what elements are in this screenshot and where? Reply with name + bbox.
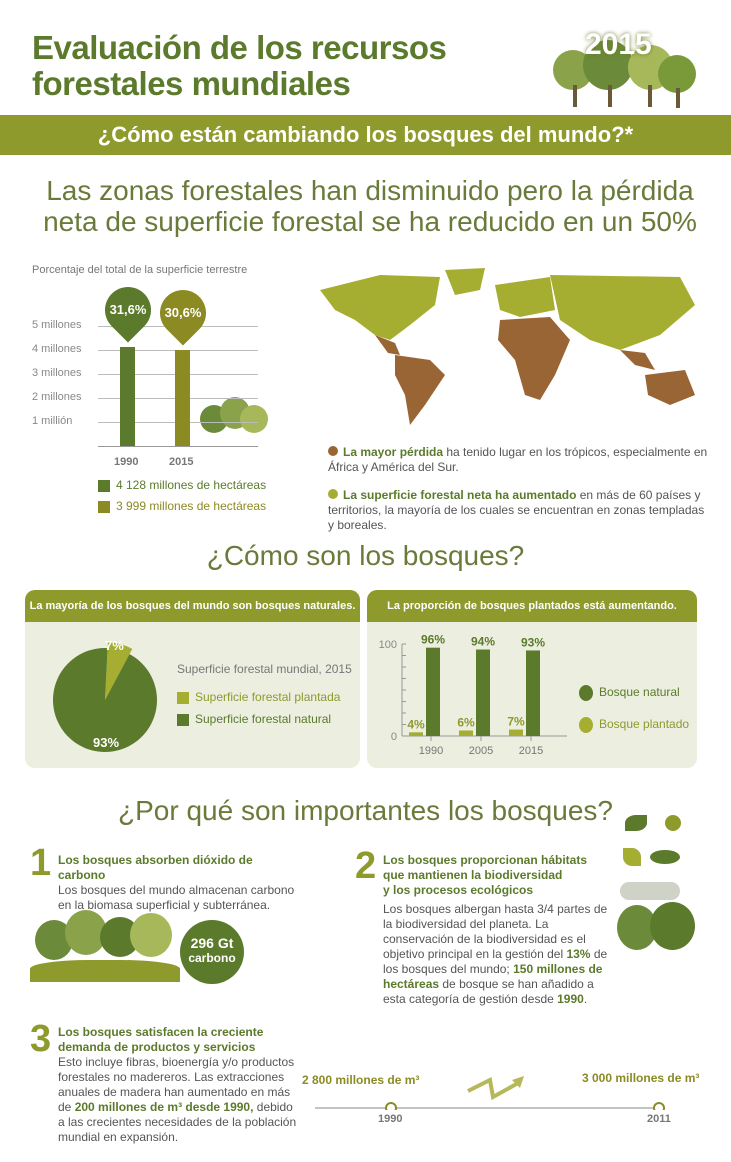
section2-title: ¿Cómo son los bosques? [206,540,525,571]
chart1-ytick: 1 millión [32,415,73,427]
map-australia [645,370,695,405]
pie-label: 7% [105,638,124,653]
bar-bosque-natural-2005 [476,649,490,736]
map-africa [498,317,570,400]
item1-number: 1 [30,842,52,884]
panel2-header: La proporción de bosques plantados está … [367,590,697,622]
y-tick: 100 [379,639,397,651]
timeline-end-value: 3 000 millones de m³ [582,1071,700,1085]
chart1-data-label: 30,6% [164,305,202,321]
bird-icon [625,815,647,831]
bar-bosque-natural-2015 [526,650,540,736]
tree-icon [579,717,593,733]
panel-natural-forests: La mayoría de los bosques del mundo son … [25,590,360,768]
pie-title: Superficie forestal mundial, 2015 [177,662,352,676]
chart1-data-label: 31,6% [109,301,147,317]
pie-slice [105,642,133,700]
chart1-ytick: 4 millones [32,343,82,355]
chart1-ytick: 5 millones [32,319,82,331]
map-central-america [375,335,400,355]
map-north-america [320,275,440,340]
chart1-baseline [98,446,258,447]
map-europe [495,277,555,317]
bar-data-label: 93% [521,635,545,649]
legend-natural-forest: Bosque natural [579,685,680,701]
bar-data-label: 6% [457,715,475,729]
chart1-bar-1990 [120,346,135,446]
map-note-loss: La mayor pérdida ha tenido lugar en los … [328,445,708,474]
x-tick: 2005 [469,745,493,757]
pie-label: 93% [93,735,119,750]
bar-bosque-plantado-2015 [509,729,523,736]
map-asia [550,275,695,350]
header-trees-illustration [548,20,698,110]
trend-arrow-icon [467,1077,521,1101]
forest-pie-chart: 7% 93% [53,638,157,752]
hand-icon [620,882,680,900]
bar-bosque-plantado-1990 [409,732,423,736]
item2-number: 2 [355,845,377,887]
item3-number: 3 [30,1018,52,1060]
chart1-xtick: 1990 [114,456,139,468]
carbon-badge: 296 Gt carbono [180,920,244,984]
chart1-legend-2015: 3 999 millones de hectáreas [98,499,266,513]
item3: Los bosques satisfacen la creciente deman… [58,1025,297,1144]
chart1-ytick: 3 millones [32,367,82,379]
fish-icon [650,850,680,864]
pie-legend-planted: Superficie forestal plantada [177,690,340,704]
pie-legend-natural: Superficie forestal natural [177,712,331,726]
map-greenland [445,268,485,295]
tree-icon [579,685,593,701]
pie-slice [53,648,157,752]
map-southeast-asia [620,350,655,370]
y-tick: 0 [391,731,397,743]
legend-planted-forest: Bosque plantado [579,717,689,733]
chart1-xtick: 2015 [169,456,194,468]
leaf-icon [623,848,641,866]
bar-bosque-natural-1990 [426,647,440,736]
headline: Las zonas forestales han disminuido pero… [43,175,697,237]
x-tick: 1990 [419,745,443,757]
banner: ¿Cómo están cambiando los bosques del mu… [0,115,731,155]
timeline-point-1990 [385,1102,397,1110]
map-note-gain: La superficie forestal neta ha aumentado… [328,488,705,532]
timeline-year-2011: 2011 [647,1113,671,1125]
timeline-start-value: 2 800 millones de m³ [302,1073,420,1087]
chart1-bar-2015 [175,350,190,446]
panel1-header: La mayoría de los bosques del mundo son … [25,590,360,622]
biodiversity-illustration [615,810,705,980]
timeline [315,1076,665,1110]
bar-data-label: 96% [421,633,445,647]
chart1-title: Porcentaje del total de la superficie te… [32,264,248,276]
item1: Los bosques absorben dióxido de carbono … [58,853,295,912]
bar-bosque-plantado-2005 [459,730,473,736]
bar-data-label: 4% [407,717,425,731]
section3-title: ¿Por qué son importantes los bosques? [118,795,613,826]
bar-data-label: 7% [507,715,525,729]
main-title: Evaluación de los recursos forestales mun… [32,29,447,102]
world-map [320,268,695,425]
chart1-trees [200,395,270,445]
map-south-america [395,355,445,425]
x-tick: 2015 [519,745,543,757]
ladybug-icon [665,815,681,831]
panel-planted-forests: La proporción de bosques plantados está … [367,590,697,768]
chart1-legend-1990: 4 128 millones de hectáreas [98,478,266,492]
item2: Los bosques proporcionan hábitats que man… [383,853,608,1006]
forest-type-bar-chart: 100 0 4% 96% 1990 6% 94% 2005 7% 93% 2015 [379,633,567,757]
timeline-point-2011 [653,1102,665,1110]
chart1-ytick: 2 millones [32,391,82,403]
timeline-year-1990: 1990 [378,1113,403,1125]
bar-data-label: 94% [471,635,495,649]
carbon-trees-illustration [30,905,180,985]
year-label: 2015 [585,28,652,61]
